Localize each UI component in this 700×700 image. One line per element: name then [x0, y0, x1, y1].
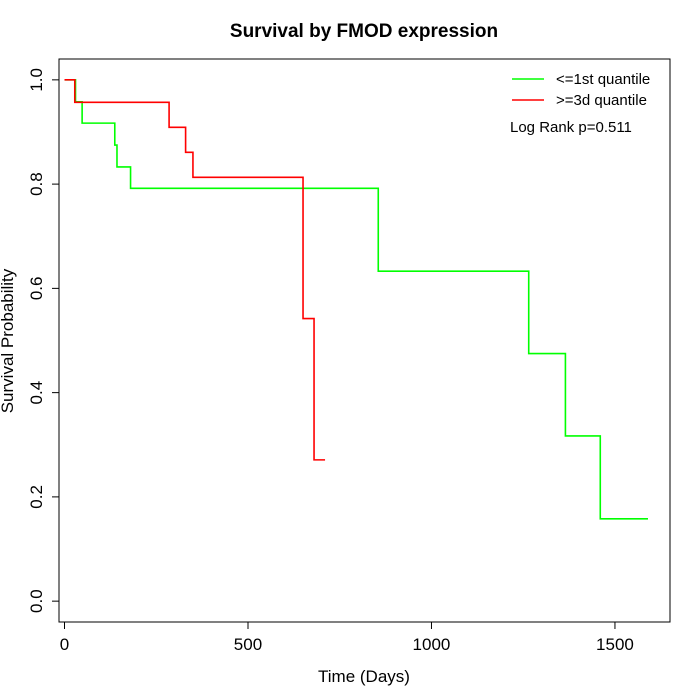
- series-layer: [64, 79, 648, 520]
- y-tick-label: 1.0: [27, 68, 46, 92]
- survival-curve-low: [64, 79, 648, 520]
- y-tick-label: 0.8: [27, 172, 46, 196]
- y-tick-label: 0.4: [27, 381, 46, 405]
- y-tick-label: 0.2: [27, 485, 46, 509]
- y-axis: 0.0 0.2 0.4 0.6 0.8 1.0: [27, 68, 60, 613]
- legend-label-low: <=1st quantile: [556, 71, 650, 88]
- y-axis-label: Survival Probability: [0, 268, 17, 413]
- x-axis: 0 500 1000 1500: [60, 621, 634, 654]
- x-tick-label: 0: [60, 635, 69, 654]
- log-rank-annotation: Log Rank p=0.511: [510, 119, 632, 136]
- legend-label-high: >=3d quantile: [556, 92, 647, 109]
- chart-title: Survival by FMOD expression: [230, 21, 498, 42]
- survival-curve-high: [64, 79, 326, 461]
- x-axis-label: Time (Days): [318, 667, 410, 686]
- plot-frame: [58, 58, 671, 623]
- x-tick-label: 1500: [596, 635, 634, 654]
- legend: <=1st quantile >=3d quantile: [512, 71, 650, 109]
- x-tick-label: 1000: [413, 635, 451, 654]
- y-tick-label: 0.0: [27, 589, 46, 613]
- x-tick-label: 500: [234, 635, 262, 654]
- y-tick-label: 0.6: [27, 277, 46, 301]
